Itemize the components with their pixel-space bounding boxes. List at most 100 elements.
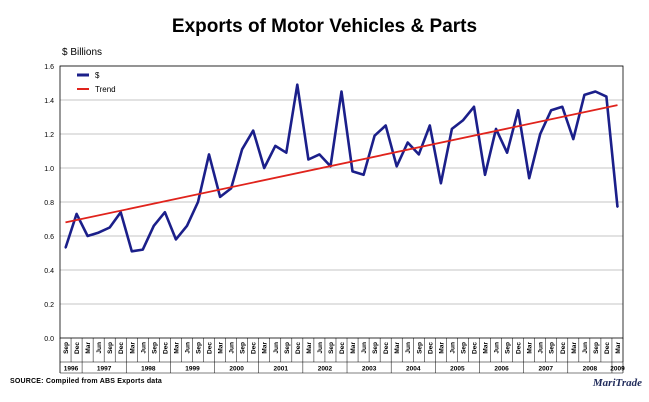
x-tick-label: Mar xyxy=(571,342,578,354)
x-tick-label: Jun xyxy=(140,342,147,354)
x-tick-label: Mar xyxy=(129,342,136,354)
x-tick-label: Jun xyxy=(361,342,368,354)
data-point xyxy=(318,153,321,156)
legend-label-trend: Trend xyxy=(95,85,116,94)
data-point xyxy=(296,83,299,86)
data-point xyxy=(594,90,597,93)
data-point xyxy=(417,153,420,156)
grid-lines xyxy=(60,65,623,305)
x-tick-label: Jun xyxy=(449,342,456,354)
x-tick-label: Jun xyxy=(494,342,501,354)
data-point xyxy=(572,138,575,140)
x-tick-label: Mar xyxy=(394,342,401,354)
x-tick-label: Dec xyxy=(471,342,478,354)
data-point xyxy=(528,177,530,179)
y-axis-label: $ Billions xyxy=(62,47,103,58)
x-tick-label: Sep xyxy=(107,342,114,354)
data-point xyxy=(97,231,100,234)
data-point xyxy=(583,94,586,96)
x-tick-label: Dec xyxy=(74,342,81,354)
year-label: 2001 xyxy=(274,366,289,373)
y-tick-label: 1.0 xyxy=(44,166,54,173)
data-point xyxy=(75,213,78,215)
legend-label-dollars: $ xyxy=(95,71,100,80)
y-tick-labels: 0.0 0.2 0.4 0.6 0.8 1.0 1.2 1.4 1.6 xyxy=(44,64,54,343)
y-tick-label: 1.6 xyxy=(44,64,54,71)
data-point xyxy=(473,106,475,108)
year-label: 1997 xyxy=(97,366,112,373)
data-point xyxy=(605,95,608,98)
x-tick-label: Sep xyxy=(63,342,70,354)
x-tick-label: Dec xyxy=(604,342,611,354)
x-tick-label: Mar xyxy=(262,342,269,354)
data-point xyxy=(141,248,144,251)
y-tick-label: 1.2 xyxy=(44,132,54,139)
data-point xyxy=(130,250,133,253)
x-tick-label: Mar xyxy=(350,342,357,354)
data-point xyxy=(395,165,398,168)
data-point xyxy=(241,148,243,151)
x-tick-label: Mar xyxy=(483,342,490,354)
data-point xyxy=(175,238,177,241)
x-tick-label: Dec xyxy=(162,342,169,354)
data-point xyxy=(484,174,486,176)
x-tick-label: Sep xyxy=(195,342,202,354)
data-point xyxy=(263,167,266,169)
x-tick-label: Sep xyxy=(505,342,512,354)
x-tick-label: Dec xyxy=(383,342,390,354)
year-label: 2007 xyxy=(538,366,553,373)
x-tick-label: Dec xyxy=(118,342,125,354)
source-note: SOURCE: Compiled from ABS Exports data xyxy=(10,378,163,385)
year-label: 2005 xyxy=(450,366,465,373)
data-point xyxy=(153,225,155,227)
x-tick-label: Mar xyxy=(218,342,225,354)
x-tick-label: Sep xyxy=(416,342,423,354)
data-point xyxy=(86,235,89,237)
data-point xyxy=(517,109,519,111)
x-tick-label: Dec xyxy=(207,342,214,354)
data-series xyxy=(64,83,619,253)
legend: $ Trend xyxy=(77,71,116,94)
y-tick-label: 0.6 xyxy=(44,234,54,241)
x-tick-label: Sep xyxy=(372,342,379,354)
data-point xyxy=(219,196,221,198)
data-point xyxy=(197,201,199,203)
y-tick-label: 1.4 xyxy=(44,98,54,105)
data-point xyxy=(440,182,442,185)
x-tick-label: Jun xyxy=(96,342,103,354)
y-tick-label: 0.4 xyxy=(44,268,54,275)
year-label: 2002 xyxy=(318,366,333,373)
data-point xyxy=(285,151,288,154)
data-point xyxy=(362,174,365,176)
data-point xyxy=(506,151,508,154)
year-label: 2004 xyxy=(406,366,421,373)
y-tick-label: 0.2 xyxy=(44,302,54,309)
x-tick-label: Dec xyxy=(339,342,346,354)
data-point xyxy=(429,124,431,127)
x-tick-label: Dec xyxy=(251,342,258,354)
data-point xyxy=(373,134,376,137)
data-point xyxy=(550,109,553,111)
data-point xyxy=(495,128,497,130)
axes xyxy=(59,65,624,374)
y-tick-label: 0.8 xyxy=(44,200,54,207)
data-point xyxy=(108,226,111,229)
chart-title: Exports of Motor Vehicles & Parts xyxy=(171,16,478,37)
x-tick-label: Jun xyxy=(317,342,324,354)
data-point xyxy=(307,158,310,161)
data-point xyxy=(462,119,464,122)
series-line-trend xyxy=(65,104,618,224)
x-tick-label: Sep xyxy=(240,342,247,354)
x-tick-label: Mar xyxy=(85,342,92,354)
x-tick-label: Jun xyxy=(273,342,280,354)
data-point xyxy=(252,129,254,132)
year-label: 1998 xyxy=(141,366,156,373)
x-tick-label: Sep xyxy=(549,342,556,354)
y-tick-label: 0.0 xyxy=(44,336,54,343)
x-tick-labels: Sep Dec Mar Jun Sep Dec Mar Jun Sep Dec Mar Jun Sep D… xyxy=(63,342,625,373)
x-tick-label: Mar xyxy=(615,342,622,354)
x-tick-label: Sep xyxy=(151,342,158,354)
data-point xyxy=(164,211,166,213)
x-tick-label: Dec xyxy=(516,342,523,354)
